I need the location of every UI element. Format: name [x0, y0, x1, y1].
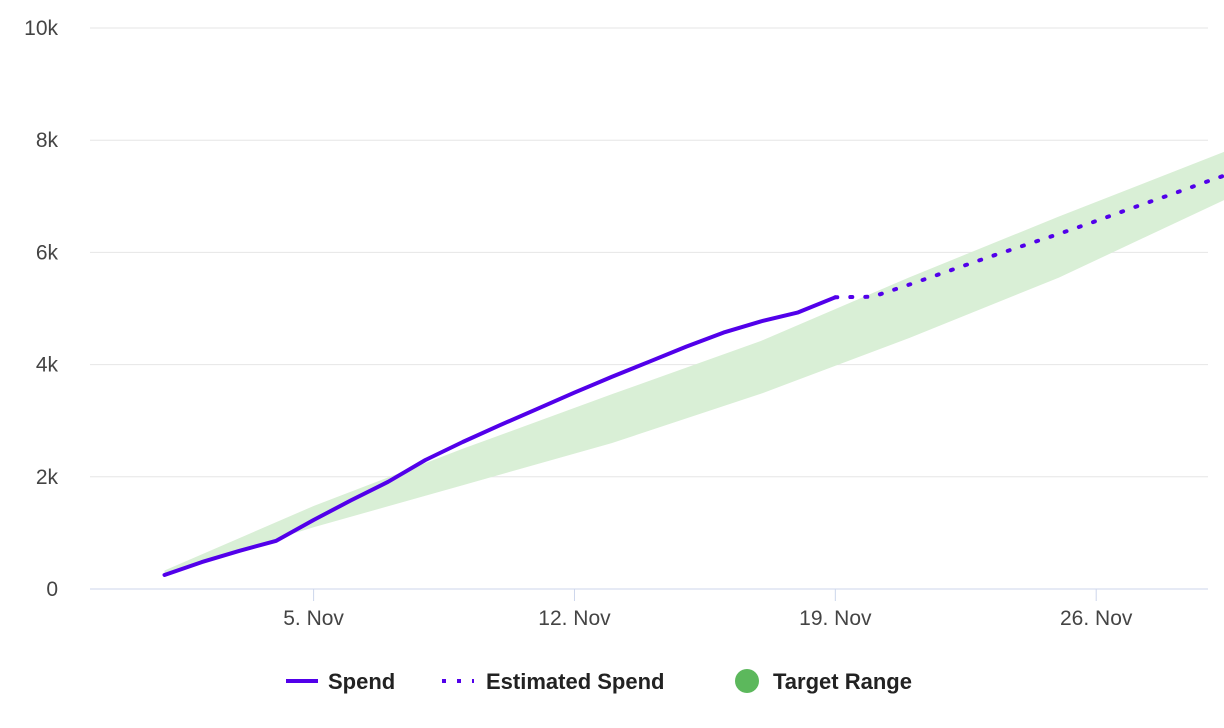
x-tick-label: 5. Nov	[283, 607, 344, 630]
target-range-band-layer	[164, 151, 1224, 574]
estimated-spend-line[interactable]	[833, 154, 1224, 300]
y-tick-label: 4k	[36, 354, 59, 377]
y-tick-label: 0	[46, 578, 58, 601]
legend-target-swatch	[735, 669, 759, 693]
x-tick-label: 12. Nov	[538, 607, 611, 630]
y-tick-label: 2k	[36, 466, 59, 489]
series-layer	[162, 154, 1224, 577]
legend-estimated-label: Estimated Spend	[486, 669, 664, 694]
spend-line[interactable]	[162, 295, 838, 577]
y-tick-label: 10k	[24, 17, 58, 40]
legend-target-label: Target Range	[773, 669, 912, 694]
x-tick-label: 26. Nov	[1060, 607, 1133, 630]
legend-item-estimated-spend[interactable]: Estimated Spend	[442, 669, 664, 694]
y-tick-label: 6k	[36, 241, 59, 264]
legend-item-spend[interactable]: Spend	[286, 669, 395, 694]
x-tick-label: 19. Nov	[799, 607, 872, 630]
y-tick-label: 8k	[36, 129, 59, 152]
axes: 0 2k 4k 6k 8k 10k 5. Nov 12. Nov 19. Nov 26. Nov	[24, 17, 1208, 630]
legend-item-target-range[interactable]: Target Range	[735, 669, 912, 694]
legend-spend-label: Spend	[328, 669, 395, 694]
target-range-band	[164, 151, 1224, 574]
legend: Spend Estimated Spend Target Range	[286, 669, 912, 694]
grid-lines	[90, 27, 1208, 478]
